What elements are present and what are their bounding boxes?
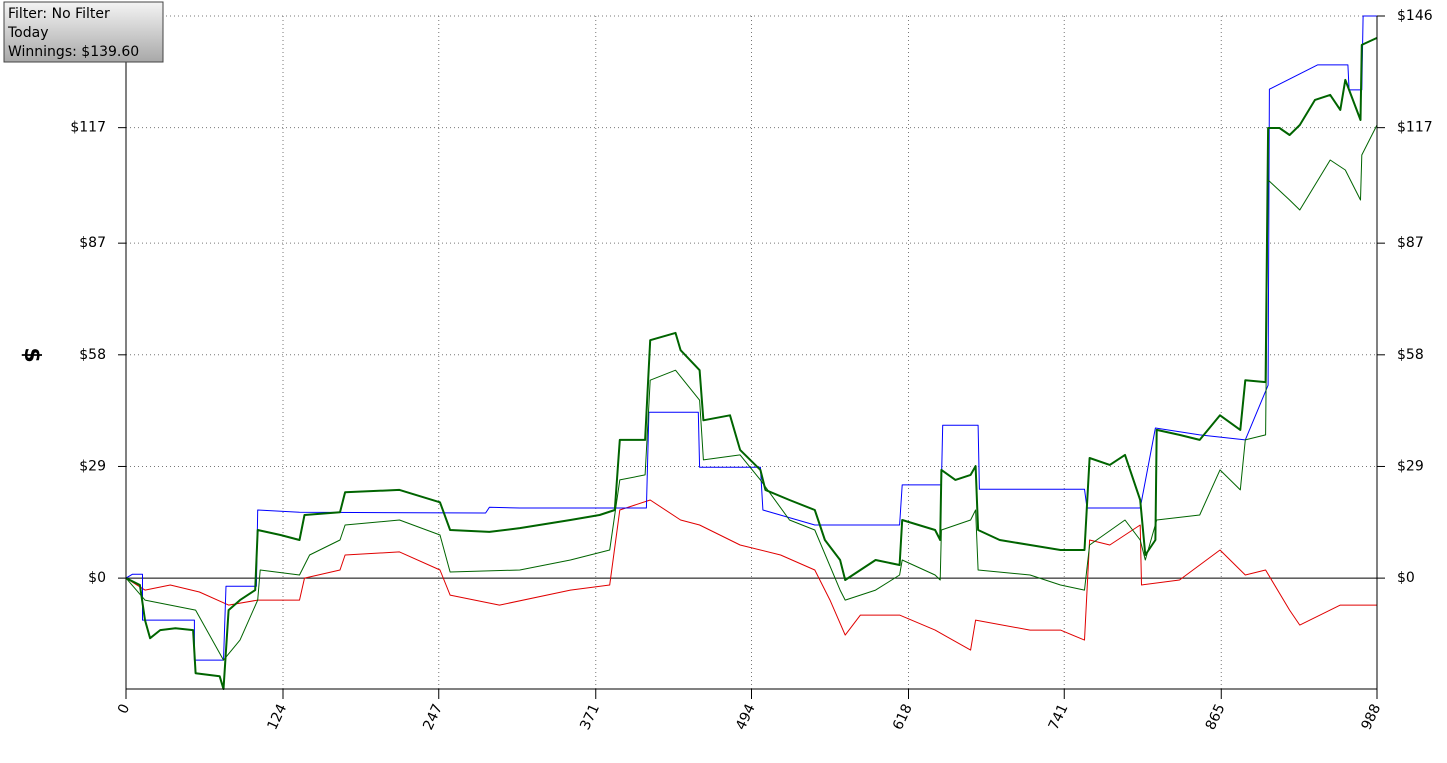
y2-tick-label: $0 — [1397, 570, 1415, 586]
info-line: Winnings: $139.60 — [8, 44, 139, 60]
series-line — [125, 15, 1377, 661]
y2-tick-label: $146 — [1397, 8, 1433, 24]
x-tick-label: 247 — [420, 702, 446, 733]
info-box-bg — [3, 1, 164, 63]
y2-tick-label: $117 — [1397, 120, 1433, 136]
y-tick-label: $117 — [70, 120, 106, 136]
x-tick-label: 865 — [1203, 702, 1229, 733]
y2-tick-label: $29 — [1397, 458, 1424, 474]
grid — [125, 15, 1378, 689]
info-box: Filter: No Filter Today Winnings: $139.6… — [3, 1, 164, 63]
y-tick-label: $29 — [79, 458, 106, 474]
x-tick-label: 371 — [577, 702, 603, 733]
info-line: Today — [7, 25, 49, 41]
y2-tick-label: $58 — [1397, 347, 1424, 363]
x-tick-label: 741 — [1046, 702, 1072, 733]
y-axis-title: $ — [19, 347, 44, 362]
x-tick-label: 988 — [1358, 702, 1384, 733]
y2-tick-label: $87 — [1397, 235, 1424, 251]
series-line — [125, 36, 1378, 690]
x-tick-label: 494 — [733, 702, 759, 733]
x-tick-label: 618 — [890, 702, 916, 733]
series-line — [125, 124, 1378, 661]
y-tick-label: $58 — [79, 347, 106, 363]
y-tick-label: $87 — [79, 235, 106, 251]
y-tick-label: $0 — [88, 570, 106, 586]
series-line — [125, 499, 1377, 651]
info-line: Filter: No Filter — [8, 6, 110, 22]
lines — [125, 15, 1378, 690]
x-tick-label: 124 — [264, 702, 290, 733]
x-tick-label: 0 — [115, 702, 133, 717]
